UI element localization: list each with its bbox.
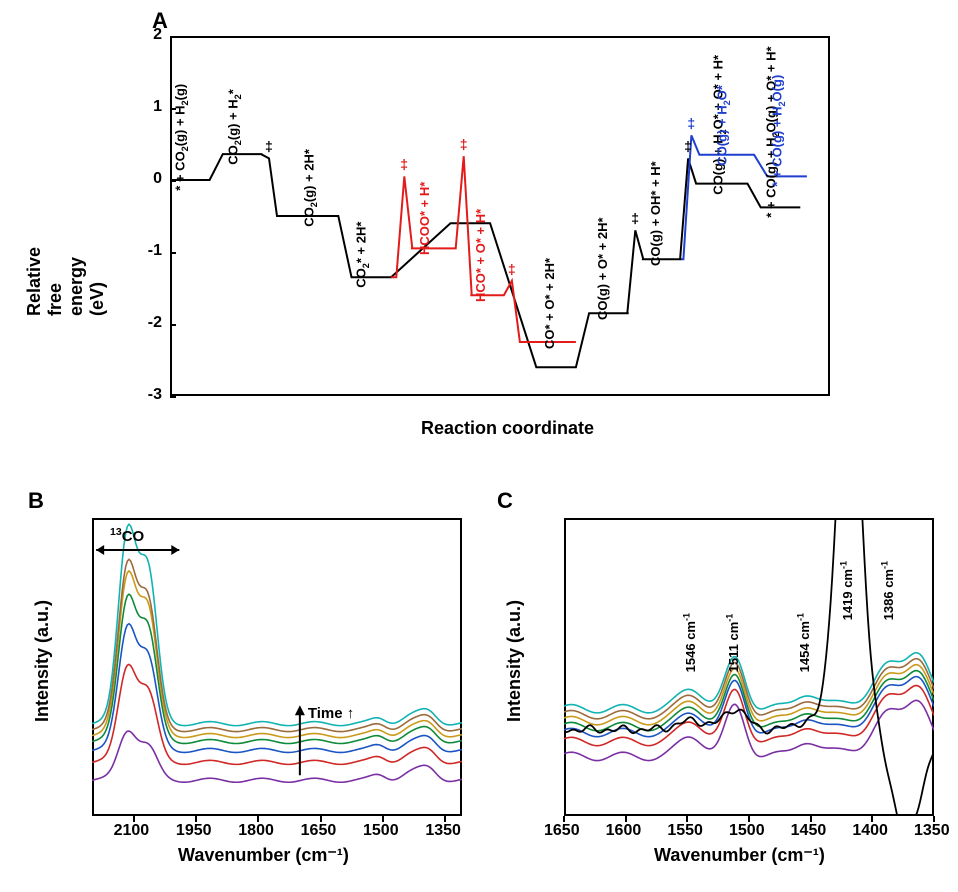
ts-marker: ‡	[687, 115, 695, 131]
peak-label: 1419 cm-1	[839, 561, 855, 620]
panel-c-label: C	[497, 488, 513, 514]
panel-a-ytick: 1	[153, 98, 162, 116]
panel-c-ylabel: Intensity (a.u.)	[504, 600, 525, 722]
state-label: HCO* + O* + H*	[474, 209, 487, 302]
panel-c-xtick: 1650	[544, 822, 580, 840]
peak-label: 1386 cm-1	[879, 561, 895, 620]
state-label: * + CO(g) + H2O(g)	[770, 75, 787, 187]
state-label: CO(g) + OH* + H*	[649, 161, 662, 266]
panel-b-ylabel: Intensity (a.u.)	[32, 600, 53, 722]
panel-b-xtick: 2100	[114, 822, 150, 840]
annotation-time: Time ↑	[308, 705, 354, 722]
peak-label: 1546 cm-1	[682, 613, 698, 672]
state-label: CO(g) + H2O*	[716, 85, 733, 166]
panel-a-xlabel: Reaction coordinate	[421, 418, 594, 439]
ts-marker: ‡	[684, 138, 692, 154]
state-label: * + CO2(g) + H2(g)	[173, 84, 190, 191]
ts-marker: ‡	[400, 156, 408, 172]
panel-c-svg	[564, 518, 934, 816]
panel-a-ytick: -2	[148, 314, 162, 332]
ts-marker: ‡	[460, 136, 468, 152]
annotation-13co: 13CO	[110, 526, 144, 545]
panel-b-xtick: 1500	[363, 822, 399, 840]
panel-c-xtick: 1350	[914, 822, 950, 840]
panel-c-xtick: 1400	[852, 822, 888, 840]
panel-b-xtick: 1950	[176, 822, 212, 840]
state-label: CO* + O* + 2H*	[543, 258, 556, 349]
panel-a-ytick: -1	[148, 242, 162, 260]
ts-marker: ‡	[631, 210, 639, 226]
state-label: CO(g) + O* + 2H*	[596, 218, 609, 321]
panel-c-xtick: 1600	[606, 822, 642, 840]
panel-b-xtick: 1350	[425, 822, 461, 840]
peak-label: 1511 cm-1	[725, 614, 741, 673]
panel-c-xtick: 1550	[667, 822, 703, 840]
panel-c-xlabel: Wavenumber (cm⁻¹)	[654, 845, 825, 866]
state-label: CO2(g) + 2H*	[302, 149, 319, 227]
state-label: HCOO* + H*	[418, 182, 431, 255]
peak-label: 1454 cm-1	[795, 613, 811, 672]
panel-c-xtick: 1450	[791, 822, 827, 840]
panel-a-ytick: 0	[153, 170, 162, 188]
panel-b-svg	[92, 518, 462, 816]
state-label: CO2(g) + H2*	[226, 89, 243, 165]
panel-b-label: B	[28, 488, 44, 514]
panel-b-xtick: 1650	[301, 822, 337, 840]
panel-b-xtick: 1800	[238, 822, 274, 840]
panel-c-xtick: 1500	[729, 822, 765, 840]
panel-b-xlabel: Wavenumber (cm⁻¹)	[178, 845, 349, 866]
ts-marker: ‡	[265, 138, 273, 154]
ts-marker: ‡	[508, 261, 516, 277]
panel-a-ytick: -3	[148, 386, 162, 404]
state-label: CO2* + 2H*	[355, 222, 372, 288]
panel-a-ytick: 2	[153, 26, 162, 44]
